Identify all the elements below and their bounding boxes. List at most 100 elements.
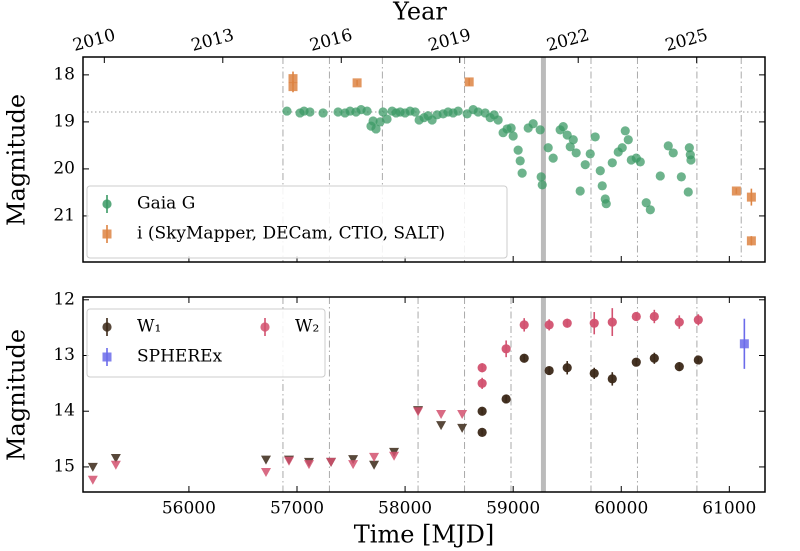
- point: [649, 353, 659, 363]
- point: [318, 108, 328, 118]
- x-tick-label: 56000: [162, 499, 216, 519]
- point: [453, 106, 463, 116]
- y-tick-label: 15: [53, 456, 75, 476]
- point: [693, 355, 703, 365]
- point: [641, 198, 651, 208]
- point: [305, 107, 315, 117]
- limit-marker: [369, 460, 380, 470]
- point: [571, 148, 581, 158]
- point: [508, 131, 518, 141]
- point: [746, 236, 756, 246]
- point: [477, 363, 487, 373]
- axes-frame: [82, 296, 766, 493]
- y-axis-label: Magnitude: [3, 329, 31, 461]
- point: [501, 344, 511, 354]
- point: [565, 142, 575, 152]
- point: [562, 318, 572, 328]
- limit-marker: [436, 410, 447, 419]
- point: [684, 143, 694, 153]
- point: [597, 181, 607, 191]
- point: [668, 148, 678, 158]
- point: [375, 117, 385, 127]
- legend-marker: [260, 322, 270, 332]
- legend-label: SPHEREx: [137, 347, 223, 367]
- limit-marker: [87, 475, 98, 485]
- limit-marker: [457, 423, 468, 433]
- point: [663, 141, 673, 151]
- limit-marker: [413, 407, 424, 417]
- x-tick-label: 61000: [702, 499, 756, 519]
- point: [333, 107, 343, 117]
- legend-marker: [102, 229, 112, 239]
- legend-label: Gaia G: [137, 194, 195, 214]
- point: [580, 160, 590, 170]
- point: [595, 166, 605, 176]
- point: [371, 124, 381, 134]
- x2-tick-label: 2010: [71, 25, 118, 56]
- limit-marker: [348, 455, 359, 465]
- point: [477, 427, 487, 437]
- point: [548, 153, 558, 163]
- limit-marker: [304, 460, 315, 470]
- point: [378, 107, 388, 117]
- legend-label: i (SkyMapper, DECam, CTIO, SALT): [137, 224, 445, 244]
- point: [683, 187, 693, 197]
- y-axis-label: Magnitude: [3, 94, 31, 226]
- point: [464, 77, 474, 87]
- x2-tick-label: 2016: [308, 25, 355, 56]
- legend-box: [86, 308, 326, 378]
- y-tick-label: 19: [53, 111, 75, 131]
- limit-marker: [87, 462, 98, 472]
- limit-marker: [284, 456, 295, 466]
- point: [607, 158, 617, 168]
- point: [649, 311, 659, 322]
- point: [676, 172, 686, 182]
- point: [410, 107, 420, 117]
- y-tick-label: 13: [53, 345, 75, 365]
- point: [674, 317, 684, 327]
- point: [731, 186, 741, 196]
- x2-tick-label: 2022: [545, 25, 592, 56]
- point: [635, 157, 645, 167]
- limit-marker: [348, 460, 359, 470]
- point: [382, 114, 392, 124]
- point: [543, 143, 553, 153]
- y-tick-label: 21: [53, 205, 75, 225]
- limit-marker: [457, 410, 468, 419]
- x-tick-label: 57000: [270, 499, 324, 519]
- point: [607, 317, 617, 327]
- point: [607, 374, 617, 384]
- legend-label: W₂: [295, 317, 319, 337]
- point: [513, 145, 523, 155]
- y-tick-label: 20: [53, 158, 75, 178]
- legend-label: W₁: [137, 317, 161, 337]
- point: [739, 339, 749, 349]
- x2-tick-label: 2025: [663, 25, 710, 56]
- point: [477, 378, 487, 388]
- point: [585, 149, 595, 159]
- point: [352, 78, 362, 88]
- point: [535, 125, 545, 135]
- point: [528, 119, 538, 129]
- point: [368, 116, 378, 126]
- point: [645, 205, 655, 215]
- point: [493, 115, 503, 125]
- x-tick-label: 58000: [378, 499, 432, 519]
- point: [536, 172, 546, 182]
- point: [746, 192, 756, 202]
- point: [623, 135, 633, 145]
- point: [631, 357, 641, 367]
- x-tick-label: 60000: [594, 499, 648, 519]
- point: [575, 186, 585, 196]
- point: [537, 180, 547, 190]
- limit-marker: [369, 452, 380, 462]
- point: [568, 135, 578, 145]
- legend-box: [86, 185, 508, 259]
- point: [601, 199, 611, 209]
- point: [558, 121, 568, 132]
- point: [655, 171, 665, 181]
- limit-marker: [260, 467, 271, 477]
- point: [589, 368, 599, 378]
- point: [288, 74, 298, 84]
- y-tick-label: 14: [53, 401, 75, 421]
